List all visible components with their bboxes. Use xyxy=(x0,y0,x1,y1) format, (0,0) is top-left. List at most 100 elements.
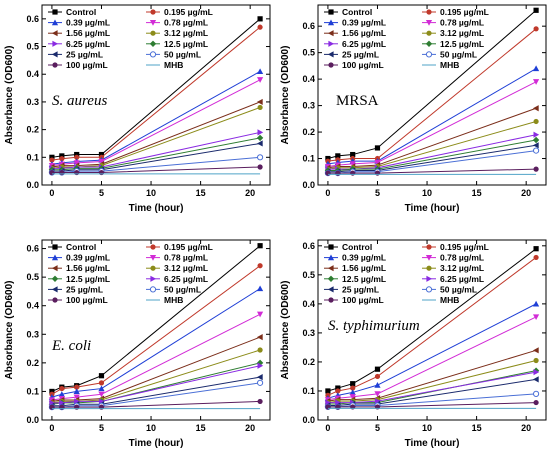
x-axis-title: Time (hour) xyxy=(129,203,184,214)
data-point xyxy=(374,391,381,397)
data-point xyxy=(256,98,263,106)
x-axis-title: Time (hour) xyxy=(405,203,460,214)
legend-label: 0.39 µg/mL xyxy=(66,18,110,28)
x-tick-label: 5 xyxy=(99,423,104,433)
legend-marker xyxy=(149,51,157,58)
data-point xyxy=(257,347,263,353)
legend-label: 100 µg/mL xyxy=(66,295,108,305)
y-axis-title: Absorbance (OD600) xyxy=(4,281,15,380)
data-point xyxy=(532,147,540,154)
organism-label: MRSA xyxy=(336,93,379,109)
legend-label: 1.56 µg/mL xyxy=(66,28,110,38)
y-tick-label: 0.3 xyxy=(26,329,39,339)
data-point xyxy=(98,158,105,165)
legend-marker xyxy=(150,30,156,36)
chart-panel: 0.0 0.1 0.2 0.3 0.4 0.5 0.6 0 5 10 15 20 Time (hour)… xyxy=(4,239,271,449)
data-point xyxy=(533,26,539,32)
data-point xyxy=(533,399,539,406)
data-point xyxy=(73,394,80,401)
y-axis-title: Absorbance (OD600) xyxy=(280,46,291,145)
data-point xyxy=(257,398,263,405)
data-point xyxy=(98,151,105,158)
data-point xyxy=(256,311,264,318)
y-tick-label: 0.2 xyxy=(302,127,315,137)
data-point xyxy=(257,263,263,269)
y-tick-label: 0.1 xyxy=(26,152,39,162)
plot-frame xyxy=(41,4,271,186)
y-tick-label: 0.5 xyxy=(26,272,39,282)
legend-label: 25 µg/mL xyxy=(342,284,379,294)
x-axis-title: Time (hour) xyxy=(405,438,460,449)
data-point xyxy=(532,142,539,149)
legend-marker xyxy=(327,286,334,293)
data-point xyxy=(335,388,341,394)
data-point xyxy=(74,384,80,390)
data-point xyxy=(59,153,65,159)
legend-label: 3.12 µg/mL xyxy=(164,28,208,38)
y-tick-label: 0.3 xyxy=(302,101,315,111)
legend-label: 50 µg/mL xyxy=(440,284,477,294)
legend-label: Control xyxy=(66,7,96,17)
data-point xyxy=(349,161,356,167)
y-tick-label: 0.4 xyxy=(26,301,39,311)
y-tick-label: 0.4 xyxy=(26,69,39,79)
data-point xyxy=(49,157,55,163)
y-tick-label: 0.6 xyxy=(26,14,39,24)
plot-frame xyxy=(317,239,547,421)
series-line xyxy=(51,71,261,165)
data-point xyxy=(335,385,341,391)
data-point xyxy=(532,79,540,85)
data-point xyxy=(98,380,105,386)
x-axis-title: Time (hour) xyxy=(129,438,184,449)
data-point xyxy=(533,118,539,125)
data-point xyxy=(374,159,381,166)
x-tick-label: 15 xyxy=(472,423,482,433)
data-point xyxy=(350,151,356,158)
x-tick-label: 5 xyxy=(99,188,104,198)
y-tick-label: 0.0 xyxy=(26,180,39,190)
x-tick-label: 10 xyxy=(422,188,432,198)
legend-marker xyxy=(149,286,157,293)
data-point xyxy=(532,390,540,397)
data-point xyxy=(257,164,263,170)
legend-label: 12.5 µg/mL xyxy=(342,274,386,284)
legend-label: 50 µg/mL xyxy=(164,49,201,59)
data-point xyxy=(335,153,341,159)
data-point xyxy=(73,388,80,395)
data-point xyxy=(533,7,539,13)
legend-label: 3.12 µg/mL xyxy=(440,28,484,38)
y-tick-label: 0.0 xyxy=(302,415,315,425)
data-point xyxy=(349,394,356,400)
data-point xyxy=(257,104,263,111)
legend-label: 0.195 µg/mL xyxy=(440,7,489,17)
legend-label: 6.25 µg/mL xyxy=(66,39,110,49)
data-point xyxy=(532,314,540,321)
legend-label: 6.25 µg/mL xyxy=(440,274,484,284)
data-point xyxy=(257,16,263,22)
legend-marker xyxy=(150,275,157,282)
legend-marker xyxy=(425,51,433,58)
data-point xyxy=(73,160,80,166)
x-tick-label: 20 xyxy=(521,188,531,198)
series-line xyxy=(327,68,537,165)
data-point xyxy=(533,166,539,172)
legend-marker xyxy=(327,265,334,272)
legend-marker xyxy=(52,297,58,303)
data-point xyxy=(532,65,540,72)
data-point xyxy=(256,154,264,161)
y-tick-label: 0.1 xyxy=(302,154,315,164)
y-axis-title: Absorbance (OD600) xyxy=(280,281,291,380)
y-tick-label: 0.3 xyxy=(26,97,39,107)
data-point xyxy=(374,145,381,151)
y-axis-title: Absorbance (OD600) xyxy=(4,46,15,145)
legend-marker xyxy=(150,9,156,15)
series-line xyxy=(327,349,537,402)
legend-label: 3.12 µg/mL xyxy=(164,263,208,273)
legend-marker xyxy=(51,19,59,26)
legend-marker xyxy=(425,255,433,261)
y-tick-label: 0.5 xyxy=(302,48,315,58)
legend-label: 1.56 µg/mL xyxy=(342,28,386,38)
plot-frame xyxy=(317,4,547,186)
y-tick-label: 0.6 xyxy=(302,21,315,31)
